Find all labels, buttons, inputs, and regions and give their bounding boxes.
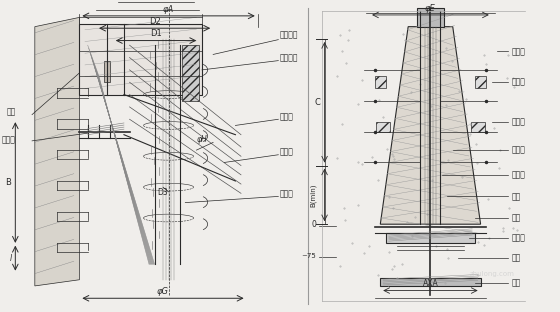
Text: AXA: AXA [423, 279, 438, 288]
Text: zhulong.com: zhulong.com [469, 271, 514, 276]
Text: l: l [10, 254, 11, 263]
Text: 锚板: 锚板 [511, 213, 520, 222]
Polygon shape [375, 76, 386, 88]
Text: 承压头: 承压头 [511, 234, 525, 243]
Polygon shape [475, 76, 486, 88]
Text: 压板: 压板 [511, 278, 520, 287]
Text: 工作锚板: 工作锚板 [280, 54, 298, 63]
Text: 螺母: 螺母 [7, 108, 16, 117]
Text: 0: 0 [311, 220, 316, 229]
Text: 约束圈: 约束圈 [511, 78, 525, 87]
Text: 波纹管: 波纹管 [280, 148, 294, 157]
Polygon shape [380, 27, 480, 224]
Text: φG: φG [157, 287, 169, 296]
Text: 螺旋筋: 螺旋筋 [280, 112, 294, 121]
Text: φA: φA [163, 5, 174, 14]
Text: ~75: ~75 [301, 253, 316, 259]
Polygon shape [35, 17, 80, 286]
Polygon shape [386, 233, 475, 243]
Text: 波纹管: 波纹管 [511, 47, 525, 56]
Text: 螺旋筋: 螺旋筋 [511, 118, 525, 127]
Text: B(min): B(min) [310, 183, 316, 207]
Polygon shape [471, 122, 485, 132]
Polygon shape [105, 61, 110, 82]
Text: 锚垫板: 锚垫板 [1, 135, 15, 144]
Text: 工作夹片: 工作夹片 [280, 31, 298, 40]
Text: 钢绞线: 钢绞线 [511, 170, 525, 179]
Polygon shape [376, 122, 390, 132]
Polygon shape [417, 8, 445, 27]
Polygon shape [183, 45, 199, 101]
Text: C: C [314, 98, 320, 107]
Text: 螺母: 螺母 [511, 192, 520, 201]
Polygon shape [319, 8, 550, 305]
Text: D3: D3 [157, 188, 168, 197]
Text: φE: φE [425, 4, 436, 13]
Text: φH: φH [197, 135, 207, 144]
Text: 波纹管: 波纹管 [511, 146, 525, 155]
Text: D1: D1 [150, 29, 162, 38]
Text: D2: D2 [149, 17, 161, 26]
Text: B: B [6, 178, 11, 187]
Polygon shape [80, 24, 202, 95]
Text: 焊栓: 焊栓 [511, 254, 520, 263]
Text: 钢绞线: 钢绞线 [280, 189, 294, 198]
Polygon shape [380, 278, 480, 286]
